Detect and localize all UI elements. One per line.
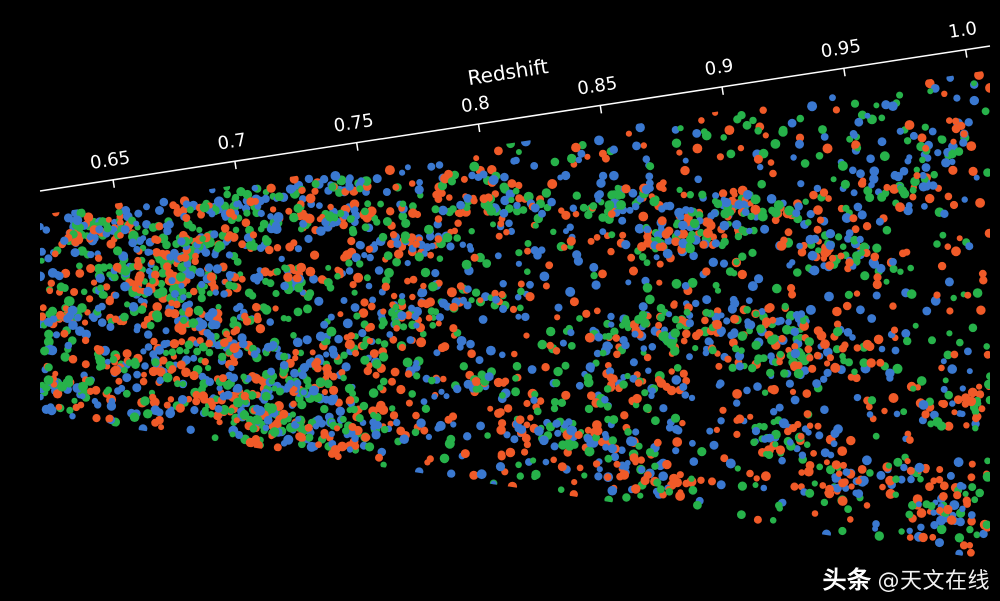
x-axis-tick <box>722 87 723 95</box>
x-axis-tick-label: 1.0 <box>947 18 978 43</box>
watermark-handle: @天文在线 <box>877 563 990 595</box>
figure-root: 0.65 0.7 0.75 0.8 0.85 0.9 0.95 1.0 Redshift 头条 … <box>0 0 1000 601</box>
x-axis-tick <box>478 124 479 132</box>
x-axis-tick-label: 0.75 <box>332 110 375 137</box>
watermark-brand: 头条 <box>822 560 871 595</box>
x-axis-tick-label: 0.7 <box>216 129 247 154</box>
x-axis-tick-label: 0.95 <box>820 36 863 63</box>
x-axis-tick-label: 0.9 <box>703 55 734 80</box>
x-axis-tick <box>235 161 236 169</box>
x-axis-tick <box>357 143 358 151</box>
x-axis-tick-label: 0.8 <box>460 92 491 117</box>
x-axis-tick-label: 0.85 <box>576 73 619 100</box>
x-axis-tick <box>113 180 114 188</box>
watermark: 头条 @天文在线 <box>812 556 1000 601</box>
x-axis-title: Redshift <box>466 54 550 90</box>
x-axis-tick-label: 0.65 <box>89 147 132 174</box>
x-axis-tick <box>844 68 845 76</box>
x-axis-tick <box>966 50 967 58</box>
scatter-points-group <box>35 70 994 557</box>
redshift-scatter-plot: 0.65 0.7 0.75 0.8 0.85 0.9 0.95 1.0 Redshift <box>0 0 1000 601</box>
x-axis-tick <box>600 105 601 113</box>
